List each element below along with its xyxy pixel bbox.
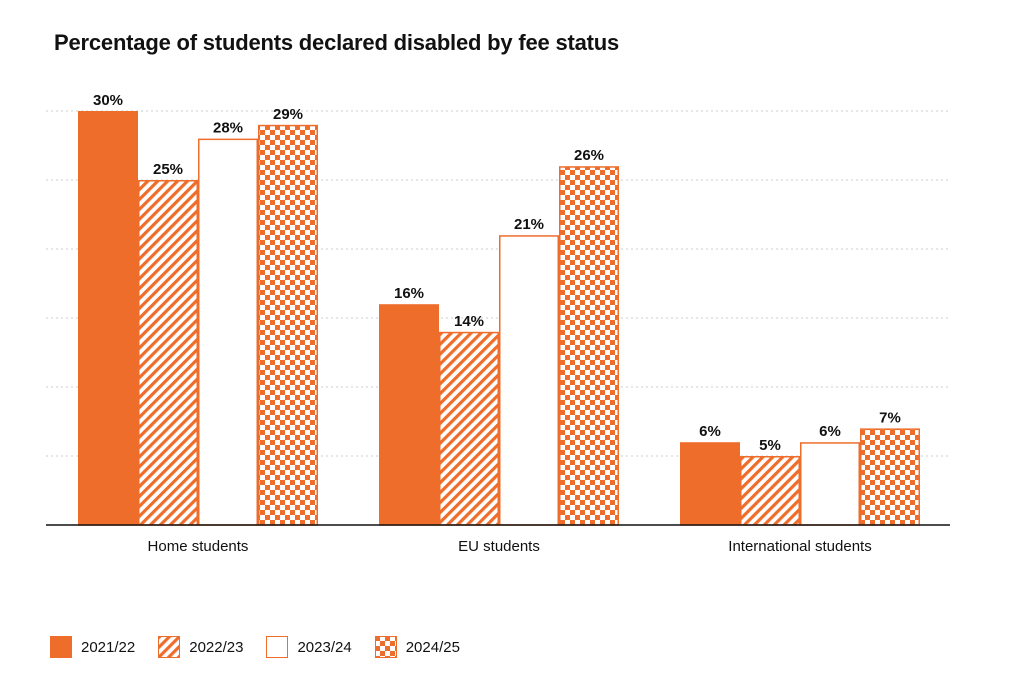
legend: 2021/22 2022/23 2023/24 2024/25 xyxy=(50,636,483,658)
legend-item-2022-23: 2022/23 xyxy=(158,636,243,658)
bar-2023-24 xyxy=(800,442,860,526)
legend-item-2024-25: 2024/25 xyxy=(374,636,460,658)
data-label: 6% xyxy=(819,423,841,440)
legend-swatch-outline xyxy=(266,636,289,658)
bar-2024-25 xyxy=(559,166,619,526)
data-label: 30% xyxy=(93,92,123,109)
bars xyxy=(78,111,920,526)
bar-2022-23 xyxy=(138,180,198,526)
bar-2021-22 xyxy=(379,304,439,526)
data-labels: 30% 25% 28% 29% 16% 14% 21% 26% 6% 5% 6% 7% xyxy=(93,92,901,454)
data-label: 7% xyxy=(879,409,901,426)
x-axis: Home students EU students International st… xyxy=(46,524,950,555)
data-label: 14% xyxy=(454,313,484,330)
data-label: 16% xyxy=(394,285,424,302)
bar-2021-22 xyxy=(78,111,138,526)
bar-2024-25 xyxy=(258,124,318,526)
x-tick-label: EU students xyxy=(458,538,540,555)
legend-swatch-solid xyxy=(50,636,72,658)
data-label: 26% xyxy=(574,147,604,164)
legend-item-2023-24: 2023/24 xyxy=(266,636,352,658)
legend-label: 2023/24 xyxy=(297,638,352,656)
bar-chart: 30% 25% 28% 29% 16% 14% 21% 26% 6% 5% 6% 7% Home st… xyxy=(46,92,950,555)
data-label: 6% xyxy=(699,423,721,440)
bar-2022-23 xyxy=(740,456,800,526)
data-label: 28% xyxy=(213,120,243,137)
bar-2023-24 xyxy=(198,138,258,526)
data-label: 21% xyxy=(514,216,544,233)
data-label: 5% xyxy=(759,437,781,454)
bar-2023-24 xyxy=(499,235,559,526)
data-label: 25% xyxy=(153,161,183,178)
bar-2021-22 xyxy=(680,442,740,526)
data-label: 29% xyxy=(273,106,303,123)
bar-2022-23 xyxy=(439,331,499,526)
legend-swatch-hatch xyxy=(158,636,181,658)
bar-2024-25 xyxy=(860,428,920,526)
x-tick-label: International students xyxy=(728,538,871,555)
legend-swatch-checker xyxy=(374,636,397,658)
chart-title: Percentage of students declared disabled… xyxy=(54,30,620,55)
legend-label: 2024/25 xyxy=(405,638,460,656)
x-tick-label: Home students xyxy=(148,538,249,555)
legend-item-2021-22: 2021/22 xyxy=(50,636,135,658)
legend-label: 2021/22 xyxy=(81,638,136,656)
legend-label: 2022/23 xyxy=(189,638,244,656)
